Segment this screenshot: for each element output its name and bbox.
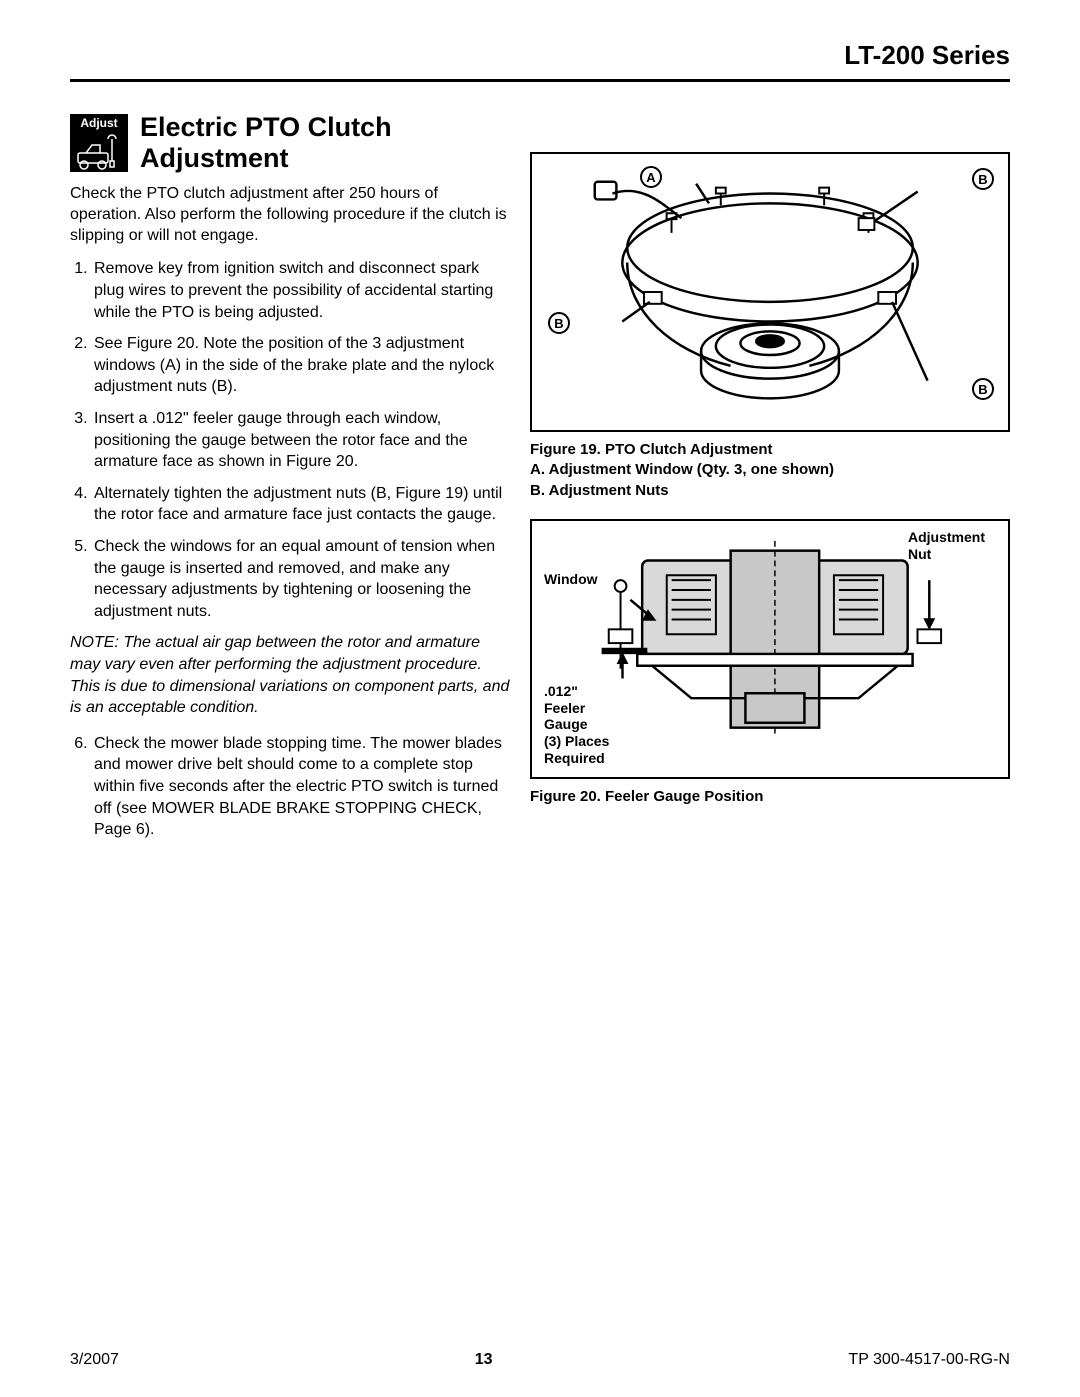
heading-row: Adjust Electric PTO Clutch Adjustment (70, 112, 510, 174)
pto-clutch-diagram (542, 164, 998, 420)
page-footer: 3/2007 13 TP 300-4517-00-RG-N (70, 1351, 1010, 1369)
label-window: Window (544, 571, 598, 588)
step-item: Check the mower blade stopping time. The… (92, 733, 510, 841)
figure-19-box: A B B B (530, 152, 1010, 432)
callout-b-3: B (972, 378, 994, 400)
step-item: Alternately tighten the adjustment nuts … (92, 483, 510, 526)
footer-doc-id: TP 300-4517-00-RG-N (848, 1351, 1010, 1369)
steps-list-2: Check the mower blade stopping time. The… (70, 733, 510, 841)
fig19-line2: A. Adjustment Window (Qty. 3, one shown) (530, 460, 1010, 480)
step-item: Remove key from ignition switch and disc… (92, 258, 510, 323)
step-item: Insert a .012" feeler gauge through each… (92, 408, 510, 473)
note-paragraph: NOTE: The actual air gap between the rot… (70, 632, 510, 718)
label-feeler-gauge: .012" Feeler Gauge (3) Places Required (544, 683, 634, 767)
label-adjustment-nut: Adjustment Nut (908, 529, 998, 563)
fig19-line3: B. Adjustment Nuts (530, 481, 1010, 501)
figure-20-caption: Figure 20. Feeler Gauge Position (530, 787, 1010, 807)
page-header-series: LT-200 Series (70, 40, 1010, 82)
content-columns: Adjust Electric PTO Clutch Adjustment Ch… (70, 112, 1010, 851)
callout-b-1: B (972, 168, 994, 190)
intro-paragraph: Check the PTO clutch adjustment after 25… (70, 184, 510, 246)
right-column: A B B B Figure 19. PTO Clutch Adjustment… (530, 112, 1010, 851)
footer-page-number: 13 (475, 1351, 493, 1369)
figure-20-box: Adjustment Nut Window .012" Feeler Gauge… (530, 519, 1010, 779)
figure-19-caption: Figure 19. PTO Clutch Adjustment A. Adju… (530, 440, 1010, 501)
footer-date: 3/2007 (70, 1351, 119, 1369)
left-column: Adjust Electric PTO Clutch Adjustment Ch… (70, 112, 510, 851)
steps-list-1: Remove key from ignition switch and disc… (70, 258, 510, 622)
section-heading: Electric PTO Clutch Adjustment (140, 112, 510, 174)
callout-b-2: B (548, 312, 570, 334)
callout-a: A (640, 166, 662, 188)
adjust-icon-label: Adjust (80, 116, 117, 130)
step-item: See Figure 20. Note the position of the … (92, 333, 510, 398)
mower-wrench-icon (70, 130, 128, 172)
fig19-line1: Figure 19. PTO Clutch Adjustment (530, 440, 1010, 460)
step-item: Check the windows for an equal amount of… (92, 536, 510, 622)
adjust-icon: Adjust (70, 114, 128, 172)
